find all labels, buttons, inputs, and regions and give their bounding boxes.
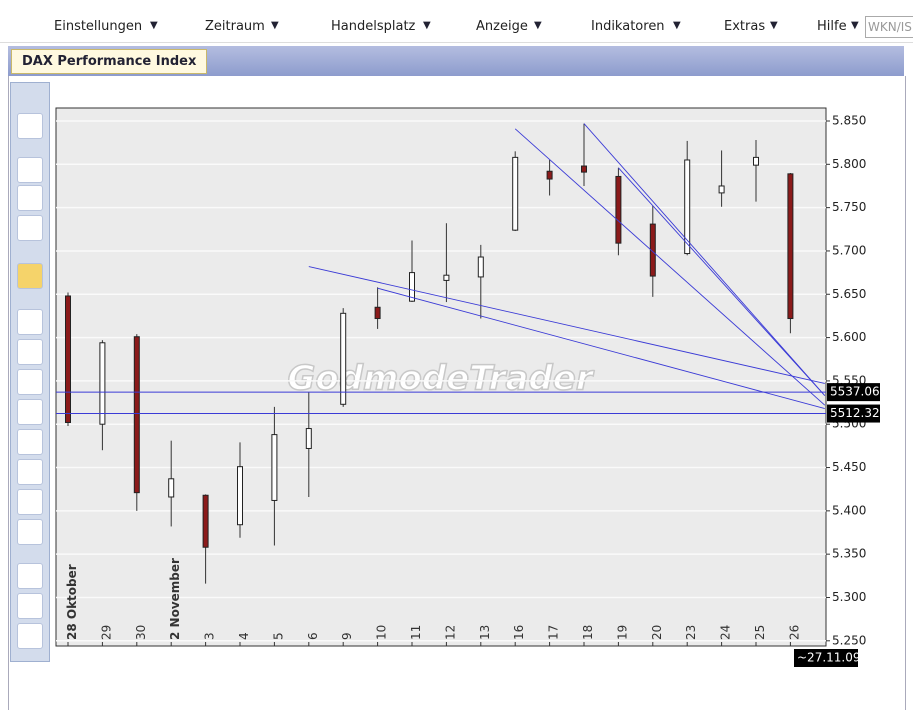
- tool-button[interactable]: [17, 593, 43, 619]
- menu-item[interactable]: Einstellungen: [54, 19, 143, 34]
- tool-button[interactable]: [17, 113, 43, 139]
- panel: [8, 76, 906, 710]
- menu-arrow[interactable]: ▼: [423, 20, 431, 31]
- menu-item[interactable]: Handelsplatz: [331, 19, 416, 34]
- tab-bar: DAX Performance Index: [8, 46, 904, 76]
- tool-button[interactable]: [17, 399, 43, 425]
- tool-button[interactable]: [17, 459, 43, 485]
- toolbar: [10, 82, 50, 662]
- menu-item[interactable]: Hilfe: [817, 19, 847, 34]
- menu-arrow[interactable]: ▼: [150, 20, 158, 31]
- menu-item[interactable]: Anzeige: [476, 19, 528, 34]
- tool-button[interactable]: [17, 263, 43, 289]
- menu-arrow[interactable]: ▼: [770, 20, 778, 31]
- tool-button[interactable]: [17, 563, 43, 589]
- tool-button[interactable]: [17, 369, 43, 395]
- tool-button[interactable]: [17, 215, 43, 241]
- tool-button[interactable]: [17, 309, 43, 335]
- tool-button[interactable]: [17, 339, 43, 365]
- menu-arrow[interactable]: ▼: [534, 20, 542, 31]
- tab[interactable]: DAX Performance Index: [11, 49, 208, 74]
- menu-arrow[interactable]: ▼: [271, 20, 279, 31]
- menu-item[interactable]: Extras: [724, 19, 766, 34]
- tool-button[interactable]: [17, 185, 43, 211]
- menu-item[interactable]: Zeitraum: [205, 19, 265, 34]
- tool-button[interactable]: [17, 429, 43, 455]
- menu-bar: Einstellungen ▼ Zeitraum ▼ Handelsplatz ▼ A…: [0, 0, 913, 43]
- tool-button[interactable]: [17, 157, 43, 183]
- tool-button[interactable]: [17, 519, 43, 545]
- menu-arrow[interactable]: ▼: [851, 20, 859, 31]
- tool-button[interactable]: [17, 489, 43, 515]
- menu-arrow[interactable]: ▼: [673, 20, 681, 31]
- tool-button[interactable]: [17, 623, 43, 649]
- search-input[interactable]: WKN/IS: [865, 16, 913, 38]
- menu-item[interactable]: Indikatoren: [591, 19, 665, 34]
